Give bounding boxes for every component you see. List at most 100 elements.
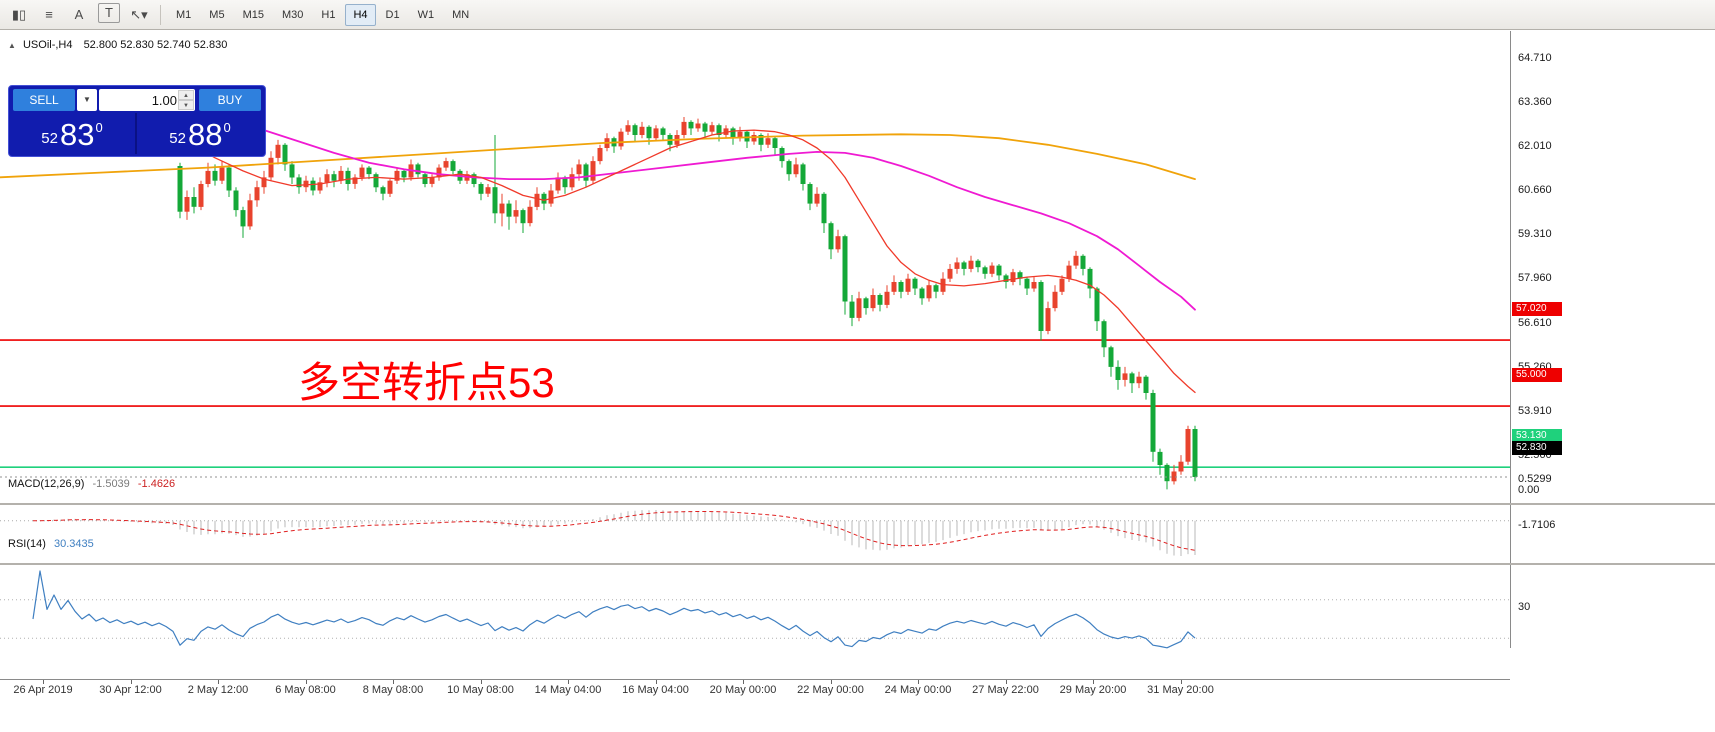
ma-fast-line xyxy=(102,113,1196,394)
timeframe-group: M1 M5 M15 M30 H1 H4 D1 W1 MN xyxy=(167,3,478,26)
time-tick xyxy=(393,680,394,684)
collapse-panel-icon[interactable]: ▲ xyxy=(8,41,16,50)
time-axis[interactable]: 26 Apr 2019 30 Apr 12:00 2 May 12:00 6 May … xyxy=(0,679,1510,702)
price-axis[interactable]: 64.710 63.360 62.010 60.660 59.310 57.960 56.6… xyxy=(1510,31,1715,648)
axis-label: 60.660 xyxy=(1518,184,1552,197)
chart-window[interactable]: ▲ USOil-,H4 52.800 52.830 52.740 52.830 … xyxy=(0,31,1715,732)
quote-divider xyxy=(135,113,137,154)
volume-decrease-button[interactable]: ▼ xyxy=(178,100,194,110)
price-tag: 57.020 xyxy=(1512,302,1562,317)
axis-label: 57.960 xyxy=(1518,272,1552,285)
time-axis-label: 20 May 00:00 xyxy=(709,684,777,696)
time-axis-label: 29 May 20:00 xyxy=(1059,684,1127,696)
quote-row: 52 83 0 52 88 0 xyxy=(9,113,263,154)
toolbar-icon-group: ▮▯ ≡ A T ↖▾ xyxy=(4,2,154,27)
time-axis-label: 24 May 00:00 xyxy=(884,684,952,696)
time-tick xyxy=(1005,680,1007,684)
axis-label: 0.00 xyxy=(1518,483,1540,496)
time-axis-label: 31 May 20:00 xyxy=(1147,684,1214,696)
axis-label: 0.5299 xyxy=(1518,473,1552,485)
time-axis-label: 14 May 04:00 xyxy=(534,684,602,696)
time-tick xyxy=(830,680,832,684)
axis-label: 62.010 xyxy=(1518,140,1552,153)
time-axis-label: 10 May 08:00 xyxy=(447,684,514,696)
time-tick xyxy=(743,680,744,684)
axis-label: 56.610 xyxy=(1518,316,1552,329)
time-tick xyxy=(130,680,132,684)
ma-slow-line xyxy=(0,133,1196,180)
macd-panel-canvas[interactable] xyxy=(0,505,1510,563)
time-tick xyxy=(480,680,482,684)
timeframe-M15[interactable]: M15 xyxy=(242,8,264,21)
text-tool-icon[interactable]: T xyxy=(98,2,120,23)
price-tag: 52.830 xyxy=(1512,441,1562,455)
time-tick xyxy=(305,680,307,684)
annotation-a-icon[interactable]: A xyxy=(74,7,84,22)
buy-price-fraction: 0 xyxy=(223,120,231,135)
chart-lines-icon[interactable]: ≡ xyxy=(45,7,53,22)
buy-price-int: 52 xyxy=(169,130,186,147)
timeframe-H1[interactable]: H1 xyxy=(321,8,336,21)
sell-price-int: 52 xyxy=(41,130,58,147)
volume-input[interactable] xyxy=(101,90,179,110)
time-tick xyxy=(918,680,919,684)
volume-dropdown[interactable]: ▼ xyxy=(77,89,97,111)
chevron-down-icon: ▼ xyxy=(83,95,91,104)
volume-increase-button[interactable]: ▲ xyxy=(178,90,194,100)
timeframe-W1[interactable]: W1 xyxy=(417,8,435,21)
time-axis-label: 27 May 22:00 xyxy=(972,684,1039,696)
time-tick xyxy=(1180,680,1182,684)
ma-medium-line xyxy=(102,109,1196,311)
rsi-header: RSI(14) 30.3435 xyxy=(8,538,94,550)
axis-label: 53.910 xyxy=(1518,404,1552,417)
rsi-panel-canvas[interactable] xyxy=(0,565,1510,678)
chart-annotation-text: 多空转折点53 xyxy=(298,359,555,406)
symbol-period-label: USOil-,H4 xyxy=(22,39,73,51)
toolbar: ▮▯ ≡ A T ↖▾ M1 M5 M15 M30 H1 H4 D1 W1 MN xyxy=(0,0,1715,30)
time-tick xyxy=(218,680,219,684)
time-axis-label: 26 Apr 2019 xyxy=(13,684,73,696)
sell-button[interactable]: SELL xyxy=(13,89,75,111)
axis-label: 63.360 xyxy=(1518,95,1552,108)
chart-title-line: ▲ USOil-,H4 52.800 52.830 52.740 52.830 xyxy=(8,39,227,51)
timeframe-M5[interactable]: M5 xyxy=(209,8,225,21)
price-tag: 55.000 xyxy=(1512,368,1562,383)
time-axis-label: 16 May 04:00 xyxy=(622,684,689,696)
axis-label: 64.710 xyxy=(1518,51,1552,64)
time-tick xyxy=(655,680,657,684)
axis-label: -1.7106 xyxy=(1518,519,1556,531)
macd-signal-line xyxy=(32,511,1196,551)
toolbar-separator xyxy=(160,4,161,25)
volume-box: ▲ ▼ xyxy=(99,89,195,111)
macd-histogram xyxy=(39,510,1196,556)
timeframe-H4[interactable]: H4 xyxy=(345,3,376,26)
timeframe-M30[interactable]: M30 xyxy=(281,8,304,21)
time-axis-label: 8 May 08:00 xyxy=(362,684,424,696)
time-axis-label: 30 Apr 12:00 xyxy=(99,684,162,696)
price-tag: 53.130 xyxy=(1512,429,1562,444)
buy-button[interactable]: BUY xyxy=(199,89,261,111)
sell-price-pips: 83 xyxy=(59,117,95,152)
level-lines xyxy=(0,339,1510,469)
timeframe-D1[interactable]: D1 xyxy=(385,8,400,21)
ohlc-readout: 52.800 52.830 52.740 52.830 xyxy=(83,39,228,51)
axis-label: 30 xyxy=(1518,601,1531,614)
timeframe-M1[interactable]: M1 xyxy=(176,8,192,21)
buy-price-display[interactable]: 52 88 0 xyxy=(137,113,263,154)
time-axis-label: 6 May 08:00 xyxy=(275,684,336,696)
drawing-tools-icon[interactable]: ↖▾ xyxy=(130,6,148,22)
panel-splitter[interactable] xyxy=(0,503,1715,505)
rsi-line xyxy=(32,570,1196,649)
time-axis-label: 22 May 00:00 xyxy=(797,684,864,696)
timeframe-MN[interactable]: MN xyxy=(452,8,470,21)
time-tick xyxy=(568,680,569,684)
time-axis-label: 2 May 12:00 xyxy=(187,684,249,696)
panel-splitter[interactable] xyxy=(0,563,1715,565)
sell-price-fraction: 0 xyxy=(95,120,103,135)
time-tick xyxy=(43,680,44,684)
buy-price-pips: 88 xyxy=(187,117,223,152)
time-tick xyxy=(1093,680,1094,684)
sell-price-display[interactable]: 52 83 0 xyxy=(9,113,135,154)
candlestick-chart-icon[interactable]: ▮▯ xyxy=(11,6,27,22)
